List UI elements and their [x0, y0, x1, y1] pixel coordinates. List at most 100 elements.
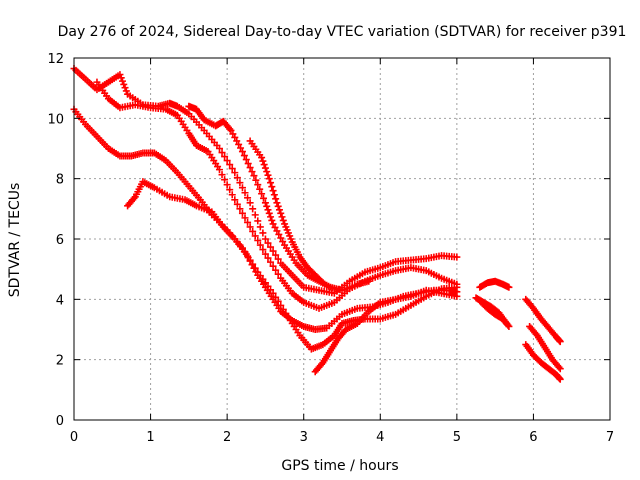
data-point: [263, 202, 271, 210]
data-point: [268, 183, 276, 191]
data-point: [453, 253, 461, 261]
data-point: [269, 187, 277, 195]
data-point: [365, 277, 373, 285]
series-trace-2: [93, 78, 461, 312]
data-point: [256, 185, 264, 193]
x-tick-label: 1: [146, 430, 154, 445]
data-point: [117, 74, 125, 82]
data-point: [235, 140, 243, 148]
data-point: [228, 165, 236, 173]
data-point: [504, 321, 512, 329]
data-point: [254, 181, 262, 189]
data-point: [251, 211, 259, 219]
series-trace-1: [70, 65, 461, 297]
x-tick-label: 6: [529, 430, 537, 445]
data-point: [555, 363, 563, 371]
series-trace-10: [476, 297, 513, 330]
data-point: [318, 360, 326, 368]
data-point: [267, 258, 275, 266]
data-point: [259, 157, 267, 165]
x-tick-label: 3: [300, 430, 308, 445]
data-point: [121, 84, 129, 92]
data-point: [267, 213, 275, 221]
x-tick-label: 2: [223, 430, 231, 445]
data-point: [218, 149, 226, 157]
data-point: [272, 251, 280, 259]
data-point: [226, 186, 234, 194]
data-point: [264, 171, 272, 179]
data-point: [244, 160, 252, 168]
data-point: [261, 199, 269, 207]
data-point: [260, 161, 268, 169]
data-point: [274, 270, 282, 278]
chart-title: Day 276 of 2024, Sidereal Day-to-day VTE…: [58, 24, 627, 40]
data-point: [272, 266, 280, 274]
data-point: [273, 227, 281, 235]
data-point: [246, 199, 254, 207]
data-point: [453, 292, 461, 300]
data-point: [244, 218, 252, 226]
data-point: [223, 157, 231, 165]
data-point: [246, 164, 254, 172]
x-tick-label: 4: [376, 430, 384, 445]
data-point: [274, 255, 282, 263]
data-point: [532, 330, 540, 338]
data-point: [227, 126, 235, 134]
y-axis-label: SDTVAR / TECUs: [7, 183, 23, 298]
data-point: [254, 237, 262, 245]
data-point: [256, 223, 264, 231]
data-point: [238, 148, 246, 156]
data-point: [556, 338, 564, 346]
data-point: [261, 235, 269, 243]
data-point: [271, 223, 279, 231]
data-point: [279, 238, 287, 246]
data-point: [269, 220, 277, 228]
data-point: [259, 246, 267, 254]
data-point: [246, 223, 254, 231]
data-point: [274, 202, 282, 210]
y-tick-label: 6: [56, 233, 64, 248]
data-point: [254, 217, 262, 225]
data-point: [258, 154, 266, 162]
data-point: [277, 234, 285, 242]
data-point: [275, 206, 283, 214]
x-tick-label: 5: [453, 430, 461, 445]
data-point: [229, 130, 237, 138]
data-point: [244, 254, 252, 262]
data-point: [256, 241, 264, 249]
series-trace-12: [526, 322, 564, 373]
data-point: [264, 239, 272, 247]
data-point: [240, 152, 248, 160]
data-point: [258, 190, 266, 198]
data-point: [238, 184, 246, 192]
data-points: [70, 65, 564, 383]
y-tick-label: 0: [56, 414, 64, 429]
data-point: [215, 166, 223, 174]
data-point: [264, 206, 272, 214]
data-point: [221, 153, 229, 161]
x-axis-label: GPS time / hours: [281, 458, 398, 474]
data-point: [228, 191, 236, 199]
data-point: [249, 227, 257, 235]
series-trace-13: [522, 341, 564, 383]
data-point: [265, 209, 273, 217]
grid-lines: [74, 58, 610, 420]
series-trace-11: [522, 295, 564, 346]
data-point: [265, 175, 273, 183]
y-tick-label: 4: [56, 293, 64, 308]
data-point: [252, 176, 260, 184]
data-point: [242, 250, 250, 258]
data-point: [118, 77, 126, 85]
data-point: [231, 169, 239, 177]
data-point: [274, 297, 282, 305]
data-point: [261, 164, 269, 172]
data-point: [233, 137, 241, 145]
series-trace-8: [476, 277, 513, 291]
data-point: [249, 205, 257, 213]
y-tick-label: 8: [56, 173, 64, 188]
data-point: [226, 125, 234, 133]
x-tick-label: 0: [70, 430, 78, 445]
data-point: [272, 195, 280, 203]
